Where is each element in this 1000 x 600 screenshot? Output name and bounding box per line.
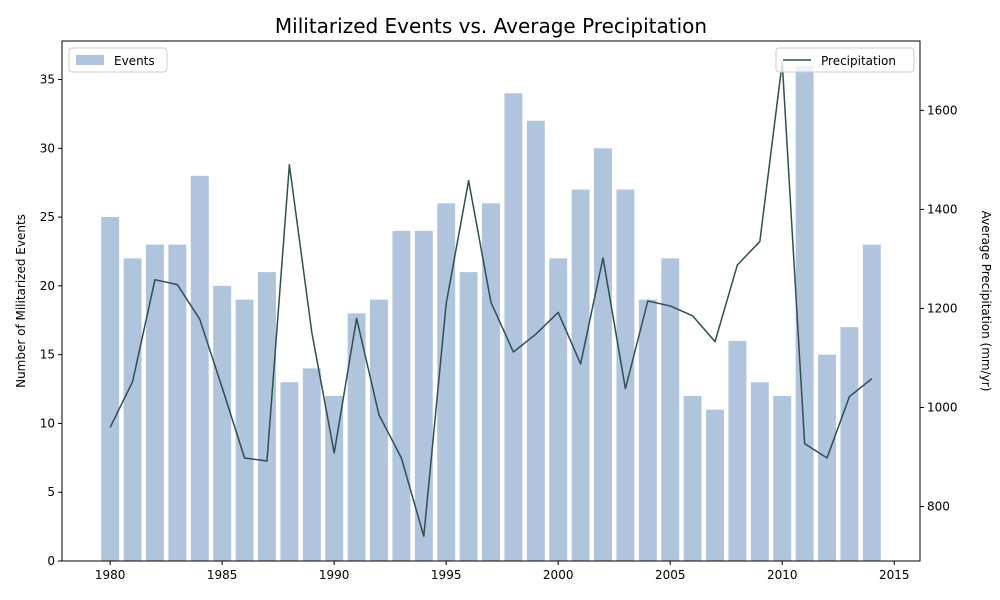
legend-precipitation-label: Precipitation (821, 54, 896, 68)
legend-events: Events (68, 47, 168, 73)
bar-2001 (571, 189, 590, 562)
bar-2006 (683, 395, 702, 561)
x-tick-label-2000: 2000 (543, 568, 574, 582)
x-tick-label-2010: 2010 (767, 568, 798, 582)
bar-1993 (392, 230, 411, 562)
chart-title: Militarized Events vs. Average Precipita… (275, 14, 707, 38)
bar-2008 (728, 340, 747, 561)
bar-1984 (190, 175, 209, 561)
right-y-axis: 800 1000 1200 1400 1600 (920, 103, 958, 514)
bar-1982 (146, 244, 164, 561)
bar-2002 (594, 148, 612, 562)
precipitation-line-layer (109, 61, 873, 537)
x-tick-label-1985: 1985 (207, 568, 238, 582)
legend-events-box (68, 47, 168, 73)
legend-events-label: Events (114, 54, 155, 68)
legend-precipitation-box (775, 47, 915, 73)
plot-frame (61, 40, 921, 562)
bar-2010 (773, 395, 792, 561)
bar-1994 (414, 230, 433, 562)
bar-1981 (123, 258, 142, 561)
bar-1989 (302, 368, 321, 561)
left-y-axis: 0 5 10 15 20 25 30 35 (40, 73, 62, 568)
right-y-tick-label-1600: 1600 (927, 103, 958, 117)
bar-2013 (840, 327, 859, 561)
bar-2003 (616, 189, 635, 562)
x-tick-label-2015: 2015 (879, 568, 910, 582)
bar-1990 (325, 395, 344, 561)
bar-2007 (706, 409, 724, 561)
x-tick-label-1995: 1995 (431, 568, 462, 582)
bar-1988 (280, 382, 299, 561)
precipitation-line (109, 61, 873, 537)
bar-2014 (862, 244, 881, 561)
bar-1987 (258, 272, 276, 561)
left-y-tick-label-5: 5 (47, 485, 55, 499)
bar-1983 (168, 244, 187, 561)
left-y-tick-label-0: 0 (47, 554, 55, 568)
right-y-tick-label-1400: 1400 (927, 202, 958, 216)
x-tick-label-2005: 2005 (655, 568, 686, 582)
legend-precipitation: Precipitation (775, 47, 915, 73)
left-y-tick-label-30: 30 (40, 141, 55, 155)
bar-1998 (504, 93, 523, 561)
left-y-tick-label-35: 35 (40, 73, 55, 87)
left-y-tick-label-20: 20 (40, 279, 55, 293)
right-y-tick-label-800: 800 (927, 500, 950, 514)
bar-1997 (482, 203, 500, 561)
left-y-tick-label-15: 15 (40, 348, 55, 362)
bar-2009 (750, 382, 769, 561)
bar-1986 (235, 299, 254, 561)
right-y-tick-label-1200: 1200 (927, 301, 958, 315)
bars-layer (101, 65, 881, 562)
bar-1985 (213, 285, 232, 561)
left-y-tick-label-10: 10 (40, 416, 55, 430)
bar-1992 (370, 299, 388, 561)
bar-2005 (661, 258, 680, 561)
bar-1995 (437, 203, 456, 561)
left-y-tick-label-25: 25 (40, 210, 55, 224)
bar-2004 (638, 299, 657, 561)
legend-events-swatch (76, 55, 104, 65)
x-axis: 1980 1985 1990 1995 2000 2005 2010 2015 (95, 561, 910, 582)
x-tick-label-1980: 1980 (95, 568, 126, 582)
bar-2011 (795, 65, 814, 561)
x-tick-label-1990: 1990 (319, 568, 350, 582)
right-y-axis-label: Average Precipitation (mm/yr) (979, 211, 993, 392)
bar-1999 (526, 120, 545, 561)
bar-1991 (347, 313, 366, 561)
right-y-tick-label-1000: 1000 (927, 400, 958, 414)
bar-1996 (459, 272, 478, 561)
bar-1980 (101, 217, 120, 561)
left-y-axis-label: Number of Militarized Events (14, 214, 28, 388)
bar-2000 (549, 258, 568, 561)
